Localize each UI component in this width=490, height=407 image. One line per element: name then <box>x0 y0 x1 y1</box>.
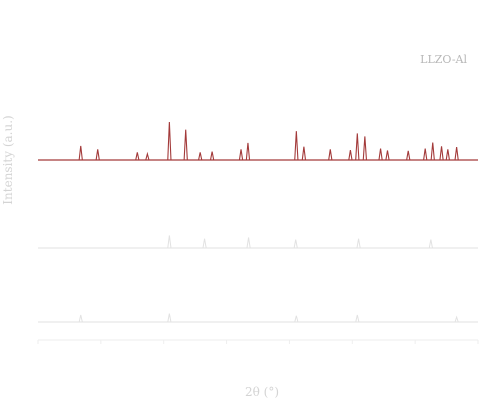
pattern-1-peak-9 <box>238 149 244 161</box>
pattern-1-peak-21 <box>430 142 435 161</box>
pattern-1-peak-22 <box>439 146 444 161</box>
pattern-2 <box>38 235 478 249</box>
pattern-1-peak-1 <box>78 145 83 161</box>
xrd-patterns <box>38 121 478 323</box>
chart-axes <box>37 339 479 344</box>
pattern-1-peak-5 <box>167 121 172 161</box>
pattern-1-peak-19 <box>406 150 411 161</box>
pattern-2-peak-1 <box>167 235 172 249</box>
pattern-1-peak-6 <box>183 129 188 161</box>
x-axis-label: 2θ (°) <box>245 385 279 399</box>
pattern-3-peak-3 <box>294 315 299 323</box>
pattern-1-peak-17 <box>378 148 383 161</box>
pattern-2-peak-6 <box>428 239 433 249</box>
pattern-2-peak-4 <box>293 239 298 249</box>
pattern-1-peak-13 <box>328 149 333 161</box>
pattern-1-peak-8 <box>209 151 215 161</box>
pattern-1-peak-18 <box>385 150 390 161</box>
pattern-1-peak-2 <box>95 149 100 161</box>
pattern-1-peak-23 <box>445 149 450 161</box>
pattern-3 <box>38 313 478 323</box>
pattern-3-peak-2 <box>167 313 172 323</box>
pattern-1-peak-24 <box>454 147 459 161</box>
pattern-1-peak-15 <box>355 133 360 161</box>
pattern-2-peak-3 <box>246 237 251 249</box>
pattern-3-peak-5 <box>454 315 459 323</box>
pattern-1-peak-3 <box>135 152 140 161</box>
pattern-2-peak-5 <box>356 238 361 249</box>
pattern-3-peak-1 <box>78 314 83 323</box>
pattern-1-peak-16 <box>362 136 368 161</box>
pattern-1-peak-14 <box>348 150 353 161</box>
pattern-2-peak-2 <box>202 238 207 249</box>
pattern-1-peak-7 <box>198 152 203 161</box>
pattern-1-peak-12 <box>301 146 307 161</box>
y-axis-label: Intensity (a.u.) <box>1 115 15 204</box>
legend-label-llzo-al: LLZO-Al <box>420 53 467 66</box>
pattern-1-peak-11 <box>294 131 299 161</box>
pattern-1-peak-20 <box>423 148 428 161</box>
pattern-1 <box>38 121 478 161</box>
pattern-1-peak-4 <box>145 151 150 161</box>
pattern-1-peak-10 <box>245 142 251 161</box>
chart-legend: LLZO-Al <box>420 53 467 66</box>
pattern-3-peak-4 <box>355 314 360 323</box>
